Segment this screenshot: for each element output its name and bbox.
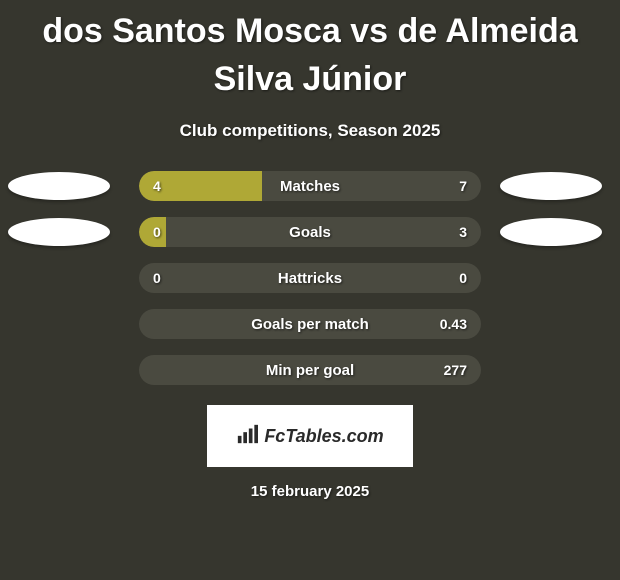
stat-value-right: 7: [459, 178, 467, 194]
stat-row: 4 Matches 7: [0, 171, 620, 201]
stat-value-right: 0.43: [440, 316, 467, 332]
comparison-card: dos Santos Mosca vs de Almeida Silva Jún…: [0, 0, 620, 506]
stat-bar: 0 Hattricks 0: [139, 263, 481, 293]
player-right-ellipse: [500, 172, 602, 200]
stat-value-right: 277: [444, 362, 467, 378]
stat-label: Goals per match: [139, 316, 481, 333]
stat-row: 0 Hattricks 0: [0, 263, 620, 293]
stat-bar: Min per goal 277: [139, 355, 481, 385]
stat-bar: 0 Goals 3: [139, 217, 481, 247]
stat-bar: 4 Matches 7: [139, 171, 481, 201]
stat-row: 0 Goals 3: [0, 217, 620, 247]
stat-value-right: 0: [459, 270, 467, 286]
player-left-ellipse: [8, 172, 110, 200]
subtitle: Club competitions, Season 2025: [0, 107, 620, 161]
stat-bar: Goals per match 0.43: [139, 309, 481, 339]
bars-icon: [236, 423, 258, 450]
stats-rows: 4 Matches 7 0 Goals 3 0 Hattri: [0, 161, 620, 385]
stat-label: Matches: [139, 178, 481, 195]
player-right-ellipse: [500, 218, 602, 246]
badge-text: FcTables.com: [264, 426, 383, 447]
stat-label: Goals: [139, 224, 481, 241]
stat-value-right: 3: [459, 224, 467, 240]
player-left-ellipse: [8, 218, 110, 246]
page-title: dos Santos Mosca vs de Almeida Silva Jún…: [0, 0, 620, 107]
date-label: 15 february 2025: [0, 477, 620, 506]
stat-label: Min per goal: [139, 362, 481, 379]
stat-row: Goals per match 0.43: [0, 309, 620, 339]
stat-row: Min per goal 277: [0, 355, 620, 385]
badge-container: FcTables.com: [0, 385, 620, 477]
stat-label: Hattricks: [139, 270, 481, 287]
source-badge: FcTables.com: [207, 405, 413, 467]
